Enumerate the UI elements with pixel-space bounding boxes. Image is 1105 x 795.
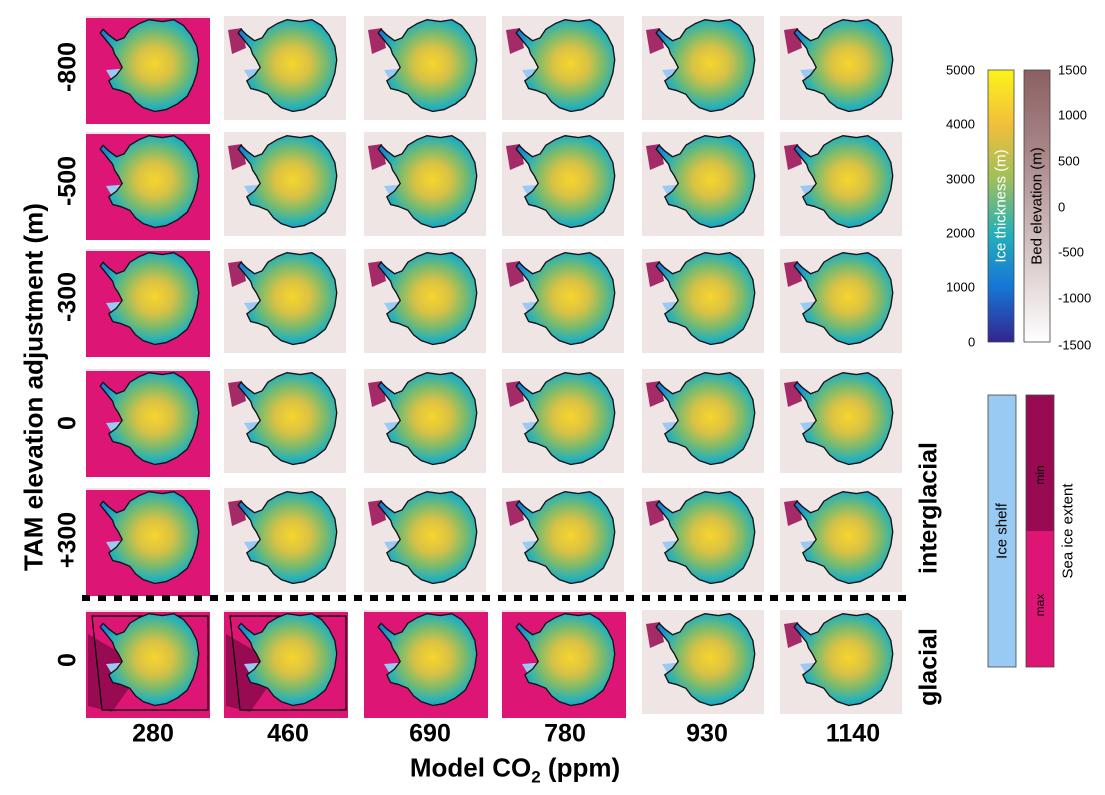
ice-sheet-panel [224,610,348,718]
ice-sheet-panel [780,132,902,236]
column-label: 1140 [825,719,881,748]
extent-legend [987,394,1055,668]
column-label: 280 [132,719,174,748]
bed-colorbar-tick: -1000 [1058,290,1092,306]
ice-sheet-panel [86,488,210,596]
ice-colorbar-tick: 1000 [946,279,975,295]
sea-ice-legend-frame [1025,394,1055,668]
ice-sheet-panel [642,249,764,353]
ice-sheet-panel [780,16,902,120]
ice-colorbar-title: Ice thickness (m) [992,149,1010,263]
sea-ice-min-swatch [1026,395,1054,531]
sea-ice-extent-label: Sea ice extent [1059,483,1077,579]
x-axis-label-main: Model CO [409,752,532,783]
ice-sheet-panel [502,132,624,236]
row-label: +300 [53,511,82,569]
ice-sheet-panel [502,16,624,120]
column-label: 780 [544,719,586,748]
bed-colorbar-tick: 0 [1058,199,1066,215]
ice-sheet-panel [642,488,764,592]
ice-sheet-panel [642,132,764,236]
ice-sheet-panel [364,132,486,236]
ice-sheet-panel [780,488,902,592]
ice-shelf-swatch [987,394,1017,668]
sea-ice-max-label: max [1033,593,1047,617]
bed-colorbar-tick: 1500 [1058,62,1087,78]
ice-sheet-panel [502,488,624,592]
ice-sheet-panel [502,369,624,473]
ice-sheet-panel [86,16,210,124]
bed-colorbar-tick: 500 [1058,153,1080,169]
ice-sheet-panel [642,610,764,714]
bed-colorbar-title: Bed elevation (m) [1028,147,1046,265]
x-axis-label-subscript: 2 [531,767,541,787]
ice-sheet-panel [780,610,902,714]
column-label: 690 [409,719,451,748]
ice-colorbar-tick: 5000 [946,62,975,78]
ice-sheet-panel [364,369,486,473]
row-label: -300 [53,271,82,323]
row-label: 0 [53,416,82,430]
y-axis-label: TAM elevation adjustment (m) [18,203,49,571]
sea-ice-max-swatch [1026,531,1054,667]
column-label: 460 [267,719,309,748]
group-label-glacial: glacial [914,628,943,706]
ice-sheet-panel [224,16,346,120]
ice-shelf-label: Ice shelf [993,503,1011,559]
ice-sheet-panel [364,249,486,353]
bed-elevation-colorbar [1023,69,1051,343]
row-label: -500 [53,155,82,207]
ice-sheet-panel [642,16,764,120]
ice-sheet-panel [364,488,486,592]
ice-sheet-panel [502,249,624,353]
ice-colorbar-tick: 4000 [946,116,975,132]
x-axis-label: Model CO2 (ppm) [410,752,620,787]
ice-colorbar-tick: 2000 [946,225,975,241]
ice-sheet-panel [780,249,902,353]
bed-colorbar-tick: -500 [1058,244,1085,260]
sea-ice-min-label: min [1033,465,1047,485]
ice-sheet-panel [364,610,488,718]
ice-sheet-panel [224,249,346,353]
ice-colorbar-tick: 3000 [946,171,975,187]
column-label: 930 [686,719,728,748]
ice-sheet-panel [224,369,346,473]
ice-sheet-panel [224,132,346,236]
bed-colorbar-tick: 1000 [1058,107,1087,123]
ice-sheet-panel [502,610,626,718]
ice-sheet-panel [86,610,210,718]
ice-colorbar-ramp [987,69,1015,343]
group-label-interglacial: interglacial [914,442,943,574]
bed-colorbar-tick: -1500 [1058,337,1092,353]
ice-sheet-panel [780,369,902,473]
ice-thickness-colorbar [987,69,1015,343]
ice-sheet-panel [86,132,210,240]
row-label: 0 [53,653,82,667]
ice-sheet-panel [364,16,486,120]
x-axis-label-unit: (ppm) [540,752,621,783]
ice-colorbar-tick: 0 [968,334,976,350]
ice-sheet-panel [642,369,764,473]
row-label: -800 [53,41,82,93]
ice-sheet-panel [86,249,210,357]
ice-sheet-panel [224,488,346,592]
bed-colorbar-ramp [1023,69,1051,343]
ice-sheet-panel [86,369,210,477]
